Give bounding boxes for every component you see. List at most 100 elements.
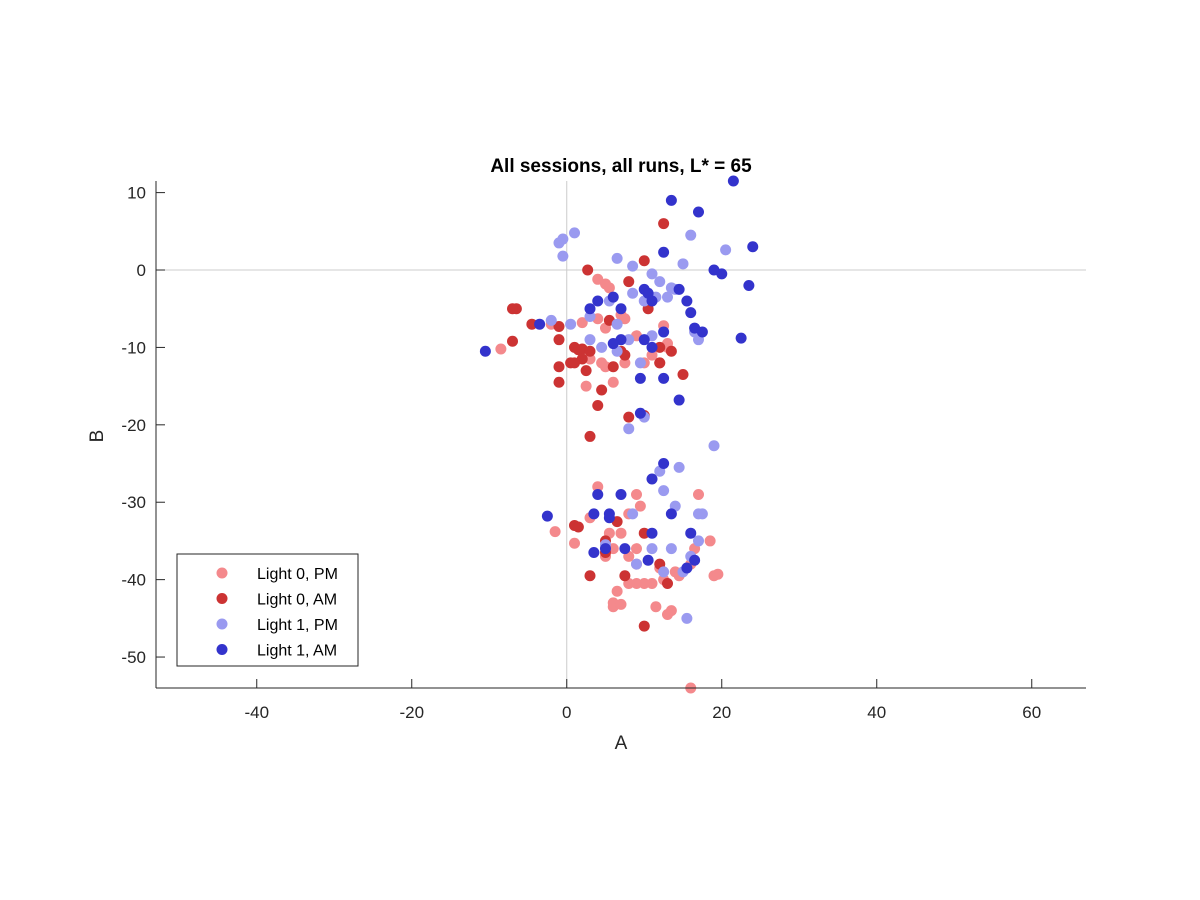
data-point (584, 310, 596, 322)
axes (155, 181, 1086, 689)
data-point (747, 241, 759, 253)
data-point (689, 322, 701, 334)
data-point (569, 537, 580, 549)
data-point (584, 303, 596, 315)
y-axis-label: B (87, 430, 108, 443)
data-point (619, 357, 631, 369)
data-point (592, 399, 604, 411)
y-tick-label: -10 (121, 338, 146, 357)
legend-label: Light 1, AM (257, 643, 337, 660)
data-point (634, 500, 646, 512)
data-point (685, 307, 697, 319)
data-point (584, 570, 596, 582)
legend-label: Light 1, PM (257, 617, 338, 634)
data-point (592, 295, 604, 307)
data-points (479, 175, 759, 694)
data-point (689, 554, 701, 566)
x-axis-label: A (615, 733, 628, 754)
data-point (557, 233, 569, 245)
data-point (665, 508, 677, 520)
data-point (584, 334, 596, 346)
data-point (650, 601, 662, 613)
data-point (534, 318, 546, 330)
data-point (704, 535, 716, 547)
data-point (627, 508, 639, 520)
x-tick-label: -20 (399, 703, 424, 722)
data-point (681, 562, 693, 574)
legend: Light 0, PM Light 0, AM Light 1, PM Light 1… (176, 553, 359, 667)
data-point (619, 543, 631, 555)
data-point (665, 345, 677, 357)
data-point (479, 345, 491, 357)
data-point (615, 303, 627, 315)
data-point (634, 357, 646, 369)
data-point (576, 317, 588, 329)
legend-label: Light 0, AM (257, 592, 337, 609)
y-tick-label: -40 (121, 571, 146, 590)
y-tick-label: 10 (127, 184, 146, 203)
data-point (615, 598, 627, 610)
data-point (507, 303, 518, 315)
data-point (677, 258, 689, 270)
data-point (693, 535, 704, 547)
data-point (665, 194, 677, 206)
data-point (720, 244, 732, 256)
data-point (662, 578, 673, 590)
legend-box (176, 553, 359, 667)
data-point (580, 365, 592, 377)
data-point (572, 521, 584, 533)
legend-marker (216, 567, 228, 579)
data-point (658, 218, 670, 230)
x-tick-label: 0 (562, 703, 571, 722)
data-point (611, 252, 623, 264)
data-point (627, 287, 639, 299)
data-point (592, 481, 604, 493)
data-point (646, 268, 658, 280)
data-point (646, 578, 658, 590)
data-point (638, 255, 650, 267)
data-point (654, 276, 666, 288)
data-point (569, 227, 580, 239)
data-point (662, 291, 673, 303)
data-point (677, 369, 689, 381)
data-point (658, 372, 670, 384)
data-point (545, 314, 557, 326)
data-point (658, 246, 670, 258)
data-point (638, 620, 650, 632)
data-point (611, 585, 623, 597)
y-tick-label: -20 (121, 416, 146, 435)
data-point (569, 357, 580, 369)
data-point (582, 264, 594, 276)
legend-entry: Light 0, AM (216, 592, 337, 609)
data-point (615, 488, 627, 500)
series-4 (479, 175, 759, 574)
data-point (553, 334, 565, 346)
data-point (553, 361, 565, 373)
data-point (631, 558, 642, 570)
y-tick-label: -30 (121, 493, 146, 512)
chart-title: All sessions, all runs, L* = 65 (490, 156, 752, 177)
data-point (693, 206, 704, 218)
data-point (634, 407, 646, 419)
data-point (654, 357, 666, 369)
data-point (712, 568, 724, 580)
data-point (693, 488, 704, 500)
data-point (565, 318, 577, 330)
data-point (557, 250, 569, 262)
data-point (631, 578, 642, 590)
data-point (495, 343, 507, 355)
data-point (716, 268, 728, 280)
data-point (646, 341, 658, 353)
data-point (541, 510, 553, 522)
series-3 (545, 227, 732, 624)
data-point (743, 279, 755, 291)
data-point (607, 361, 619, 373)
data-point (607, 376, 619, 388)
x-tick-label: 40 (867, 703, 886, 722)
y-tick-label: 0 (137, 261, 146, 280)
legend-entry: Light 1, PM (216, 617, 338, 634)
data-point (549, 526, 561, 538)
x-tick-label: 60 (1022, 703, 1041, 722)
data-point (654, 341, 666, 353)
y-tick-label: -50 (121, 648, 146, 667)
